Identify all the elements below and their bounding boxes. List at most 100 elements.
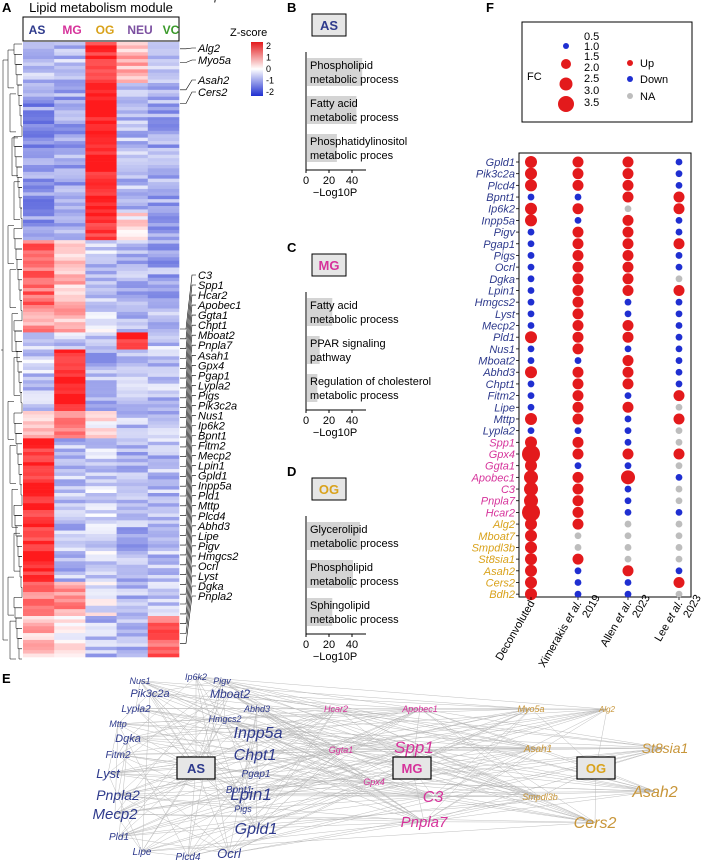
dotplot-dot <box>675 357 683 364</box>
enrichment-as-term: Fatty acid <box>310 98 358 110</box>
enrichment-og-tick: 0 <box>303 639 309 651</box>
dotplot-gene-ip6k2: Ip6k2 <box>488 204 515 216</box>
network-gene-spp1: Spp1 <box>394 738 434 757</box>
heatmap-gene-spp1: Spp1 <box>198 280 224 292</box>
dotplot-dot <box>675 333 683 341</box>
dotplot-dot <box>622 355 634 367</box>
panel-label-f: F <box>486 0 494 15</box>
dotplot-gene-pld1: Pld1 <box>493 332 515 344</box>
heatmap-gene-alg2: Alg2 <box>197 43 220 55</box>
dotplot-dot <box>527 345 535 353</box>
dotplot-dot <box>527 263 535 271</box>
dotplot-dot <box>572 378 584 390</box>
dotplot-dot <box>572 471 584 483</box>
dotplot-dot <box>527 310 535 318</box>
heatmap-column-as: AS <box>29 23 46 37</box>
enrichment-as-term: Phospholipid <box>310 60 373 72</box>
dotplot-dot <box>527 287 535 294</box>
dotplot-dot <box>673 284 685 296</box>
heatmap-gene-asah1: Asah1 <box>197 350 229 362</box>
enrichment-as-box-label: AS <box>320 18 338 33</box>
network-gene-pik3c2a: Pik3c2a <box>130 688 169 700</box>
enrichment-mg-box <box>311 253 347 277</box>
dotplot-dot <box>675 263 683 271</box>
dotplot-dot <box>622 284 634 296</box>
heatmap-gene-bpnt1: Bpnt1 <box>198 431 227 443</box>
dotplot-dot <box>624 579 632 586</box>
enrichment-mg-tick: 20 <box>323 415 335 427</box>
network-gene-st8sia1: St8sia1 <box>642 740 689 756</box>
network-gene-inpp5a: Inpp5a <box>234 725 283 742</box>
heatmap-title: Lipid metabolism module <box>29 0 173 15</box>
dotplot-dot <box>673 448 685 460</box>
network-gene-mttp: Mttp <box>109 719 127 729</box>
dotplot-dot <box>675 497 683 505</box>
zscore-tick: 1 <box>266 53 271 63</box>
dotplot-dot <box>525 518 537 531</box>
fc-legend-title: FC <box>527 71 542 83</box>
dotplot-dot <box>675 298 683 306</box>
enrichment-mg-tick: 0 <box>303 415 309 427</box>
dotplot-dot <box>572 413 584 425</box>
legend-up: Up <box>640 58 654 70</box>
network-gene-dgka: Dgka <box>115 733 141 745</box>
dotplot-dot <box>622 401 634 413</box>
zscore-legend: Z-score 2 10 -1-2 <box>230 27 274 97</box>
dotplot-dot <box>622 214 634 226</box>
enrichment-as-tick: 20 <box>323 175 335 187</box>
dotplot-dot <box>574 579 582 586</box>
dotplot-dot <box>624 462 632 470</box>
dotplot-dot <box>572 249 584 261</box>
heatmap-gene-ggta1: Ggta1 <box>198 310 228 322</box>
heatmap-gene-pld1: Pld1 <box>198 491 220 503</box>
dotplot-gene-inpp5a: Inpp5a <box>481 215 515 227</box>
dotplot-dot <box>622 249 634 261</box>
network-gene-nus1: Nus1 <box>129 676 150 686</box>
dotplot-gene-asah2: Asah2 <box>483 566 515 578</box>
dotplot-dot <box>675 590 683 598</box>
dotplot-dot <box>574 532 582 540</box>
enrichment-og-term: metabolic process <box>310 576 399 588</box>
enrichment-og-tick: 20 <box>323 639 335 651</box>
network-gene-hcar2: Hcar2 <box>324 704 348 714</box>
dotplot-gene-pigs: Pigs <box>494 250 516 262</box>
fc-tick: 0.5 <box>584 31 599 43</box>
dotplot-dot <box>524 470 538 485</box>
panel-label-b: B <box>287 0 296 15</box>
dotplot-dot <box>622 226 634 238</box>
heatmap-gene-apobec1: Apobec1 <box>197 300 241 312</box>
dotplot-dot <box>622 261 634 273</box>
enrichment-og-bar <box>307 598 333 626</box>
dotplot-dot <box>527 275 535 283</box>
fc-tick: 3.0 <box>584 85 599 97</box>
dotplot-dot <box>527 228 535 236</box>
dotplot-dot <box>624 532 632 540</box>
network-gene-pld1: Pld1 <box>109 832 129 843</box>
enrichment-mg-bar <box>307 336 320 364</box>
dotplot-dot <box>622 331 634 343</box>
dotplot-dot <box>622 273 634 285</box>
enrichment-as-bar <box>307 96 357 124</box>
panel-label-d: D <box>287 464 296 479</box>
dotplot-dot <box>675 310 683 318</box>
dotplot-dot <box>572 320 584 332</box>
network-gene-lpin1: Lpin1 <box>230 785 272 804</box>
network-gene-mecp2: Mecp2 <box>92 806 138 823</box>
network-gene-bpnt1: Bpnt1 <box>226 785 252 796</box>
dotplot-dot <box>574 193 582 201</box>
enrichment-og-box-label: OG <box>319 482 339 497</box>
network-gene-abhd3: Abhd3 <box>243 704 270 714</box>
heatmap-gene-chpt1: Chpt1 <box>198 320 227 332</box>
network-hub-as <box>176 756 216 780</box>
dotplot-dot <box>525 179 537 192</box>
enrichment-mg-bar <box>307 374 318 402</box>
network-hub-label-mg: MG <box>402 761 423 776</box>
dotplot-dot <box>675 275 683 283</box>
heatmap-gene-mboat7: Mboat7 <box>198 0 236 3</box>
dotplot-dot <box>572 331 584 343</box>
fc-tick: 2.5 <box>584 73 599 85</box>
dotplot-dot <box>675 322 683 329</box>
dotplot-gene-spp1: Spp1 <box>489 437 515 449</box>
enrichment-mg-term: PPAR signaling <box>310 338 386 350</box>
heatmap-gene-labels: Alg2Myo5aAsah2Cers2Bdh2Smpdl3bSt8sia1Mbo… <box>180 0 241 644</box>
